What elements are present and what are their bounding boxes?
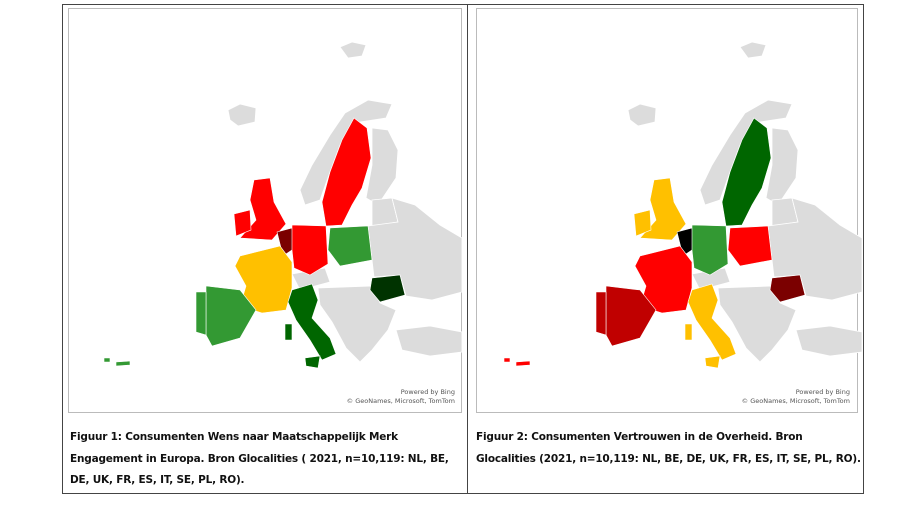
svalbard (339, 41, 367, 59)
ireland (633, 209, 652, 237)
poland (327, 225, 373, 267)
europe-map (103, 41, 463, 369)
turkey (395, 325, 463, 357)
finland (765, 127, 799, 206)
canary-islands (115, 360, 131, 367)
portugal-fill (595, 291, 607, 336)
caption-line: DE, UK, FR, ES, IT, SE, PL, RO). (70, 474, 245, 486)
ireland (233, 209, 252, 237)
italy (687, 283, 737, 361)
france (234, 245, 293, 314)
canary-islands (103, 357, 111, 363)
romania (769, 274, 806, 303)
attribution-line: Powered by Bing (400, 388, 455, 396)
sicily (304, 355, 321, 369)
italy (287, 283, 337, 361)
attribution-line: Powered by Bing (795, 388, 850, 396)
cell-divider (467, 4, 468, 494)
sweden (321, 117, 372, 227)
sicily (704, 355, 721, 369)
svalbard (739, 41, 767, 59)
figure-caption: Figuur 2: Consumenten Vertrouwen in de O… (476, 427, 861, 470)
romania (369, 274, 406, 303)
caption-line: Figuur 2: Consumenten Vertrouwen in de O… (476, 431, 803, 443)
finland (365, 127, 399, 206)
united-kingdom (639, 177, 687, 241)
united-kingdom (239, 177, 287, 241)
attribution-line: © GeoNames, Microsoft, TomTom (741, 397, 850, 405)
sardinia (684, 323, 693, 341)
caption-line: Figuur 1: Consumenten Wens naar Maatscha… (70, 431, 398, 443)
attribution: Powered by Bing © GeoNames, Microsoft, T… (695, 388, 850, 406)
sweden (721, 117, 772, 227)
iceland (227, 103, 257, 127)
canary-islands (515, 360, 531, 367)
figure-caption: Figuur 1: Consumenten Wens naar Maatscha… (70, 427, 449, 492)
portugal-fill (195, 291, 207, 336)
turkey (795, 325, 863, 357)
canary-islands (503, 357, 511, 363)
europe-map (503, 41, 863, 369)
caption-line: Glocalities (2021, n=10,119: NL, BE, DE,… (476, 452, 861, 465)
caption-line: Engagement in Europa. Bron Glocalities (… (70, 452, 449, 465)
attribution-line: © GeoNames, Microsoft, TomTom (346, 397, 455, 405)
france (634, 245, 693, 314)
table-border (62, 4, 864, 494)
iceland (627, 103, 657, 127)
attribution: Powered by Bing © GeoNames, Microsoft, T… (300, 388, 455, 406)
poland (727, 225, 773, 267)
germany (291, 224, 329, 276)
germany (691, 224, 729, 276)
sardinia (284, 323, 293, 341)
